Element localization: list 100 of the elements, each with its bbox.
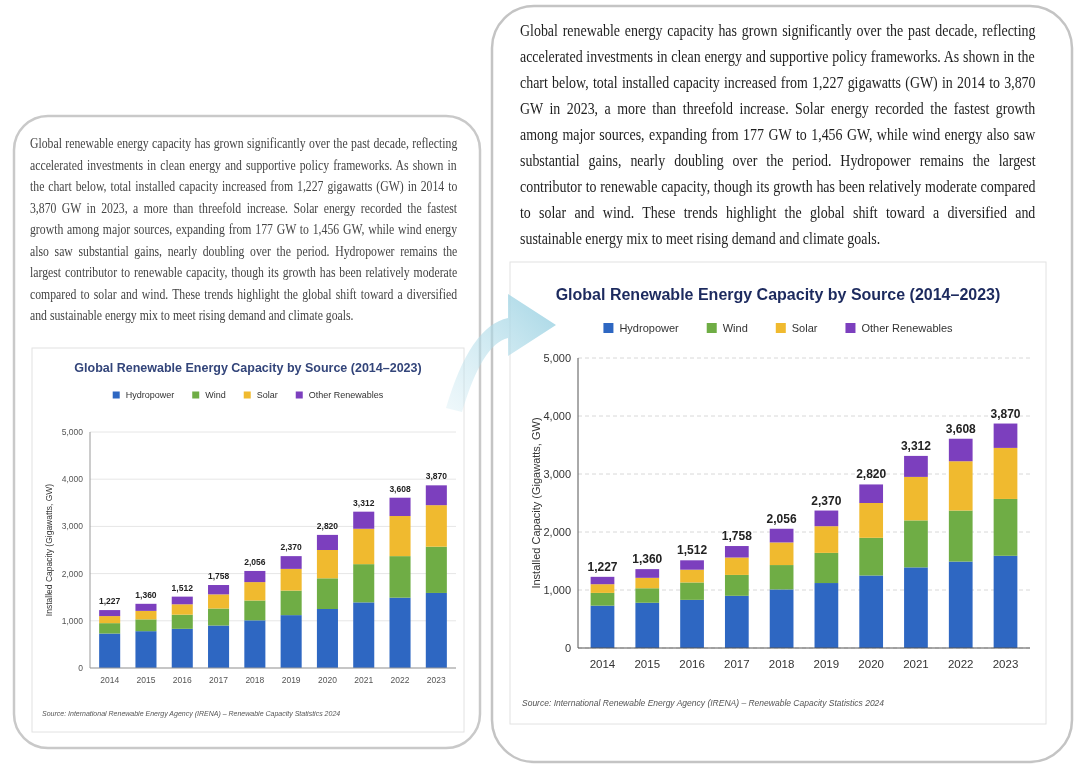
bar [680,582,704,600]
bar [135,631,157,668]
bar [724,557,749,575]
bar [590,584,615,593]
x-tick-label: 2020 [858,658,884,670]
total-label: 2,820 [856,467,887,482]
bar [316,609,338,668]
bar [724,546,749,558]
total-label: 3,608 [945,421,977,436]
bar [425,592,447,668]
y-tick-label: 5,000 [61,427,84,437]
x-tick-label: 2022 [947,658,974,670]
bar [859,484,884,503]
bar [171,614,193,629]
x-tick-label: 2015 [136,675,156,685]
bar [724,595,749,648]
bar [135,619,157,632]
bar [590,605,615,648]
bar [948,510,973,562]
bar [590,592,615,606]
bar [99,633,121,668]
legend-label: Hydropower [125,390,175,400]
total-label: 3,312 [353,497,375,508]
bar [769,589,794,648]
bar [389,516,411,557]
bar [635,569,660,578]
legend-label: Other Renewables [861,322,954,334]
chart-title: Global Renewable Energy Capacity by Source (2014–2023) [74,361,422,375]
x-tick-label: 2016 [172,675,192,685]
bar [425,485,447,506]
bar [353,528,375,565]
total-label: 1,360 [135,589,157,600]
x-tick-label: 2023 [426,675,447,685]
x-tick-label: 2021 [354,675,374,685]
chart-title: Global Renewable Energy Capacity by Source (2014–2023) [555,286,1001,303]
y-axis-title: Installed Capacity (Gigawatts, GW) [530,417,542,589]
total-label: 1,758 [207,571,230,582]
bar [680,599,704,648]
bar [99,616,121,624]
bar [859,575,884,648]
y-tick-label: 5,000 [543,352,571,364]
bar [769,565,794,590]
x-tick-label: 2018 [768,658,795,670]
bar [244,582,266,601]
y-axis-title: Installed Capacity (Gigawatts, GW) [44,483,54,617]
bar [635,588,660,603]
bar [244,600,266,621]
x-tick-label: 2016 [679,658,705,670]
total-label: 2,370 [280,542,303,553]
x-tick-label: 2014 [589,658,616,670]
bar [389,497,411,517]
bar [316,534,338,550]
x-tick-label: 2019 [281,675,301,685]
bar [208,594,230,609]
bar [208,585,230,595]
bar [635,602,660,648]
bar [353,564,375,603]
y-tick-label: 3,000 [543,468,571,480]
bar [316,578,338,609]
text: Global renewable energy capacity has grown significantly over the past decade, reflecting accelerated investments in clean energy and supportive policy frameworks. As shown in the chart below, total installed capacity increased from 1,227 gigawatts (GW) in 2014 to 3,870 GW in 2023, a more than threefold increase. Solar energy recorded the fastest growth among major sources, expanding from 177 GW to 1,456 GW, while wind energy also saw substantial gains, nearly doubling over the period. Hydropower remains the largest contributor to renewable capacity, though its growth has been relatively moderate compared to solar and wind. These trends highlight the global shift toward a diversified and sustainable energy mix to meet rising demand and climate goals. [30,135,458,324]
bar [171,604,193,615]
bar [590,576,615,585]
bar [99,610,121,617]
legend-label: Wind [722,322,748,334]
bar [769,528,794,543]
x-tick-label: 2014 [100,675,120,685]
bar [814,526,839,553]
bar [135,603,157,611]
bar [814,583,839,648]
y-tick-label: 4,000 [61,474,84,485]
y-tick-label: 3,000 [61,521,84,532]
bar [769,542,794,566]
total-label: 1,512 [677,543,708,558]
bar [724,574,749,596]
bar [208,625,230,668]
bar [814,552,839,584]
x-tick-label: 2019 [813,658,840,670]
x-tick-label: 2023 [992,658,1019,670]
y-tick-label: 2,000 [61,568,84,579]
bar [904,476,928,521]
total-label: 1,758 [721,529,753,544]
bar [680,560,704,570]
bar [425,546,447,593]
bar [99,623,121,634]
bar [635,577,660,589]
legend-label: Solar [791,322,818,334]
bar [993,447,1018,499]
bar [280,556,302,569]
bar [948,461,973,511]
bar [280,590,302,616]
bar [814,510,839,527]
x-tick-label: 2017 [209,675,229,685]
total-label: 2,056 [766,511,797,526]
y-tick-label: 4,000 [543,410,571,422]
total-label: 2,056 [244,556,266,567]
x-tick-label: 2018 [245,675,265,685]
total-label: 1,227 [99,596,121,607]
x-tick-label: 2022 [390,675,410,685]
bar [353,602,375,668]
y-tick-label: 0 [78,663,84,673]
